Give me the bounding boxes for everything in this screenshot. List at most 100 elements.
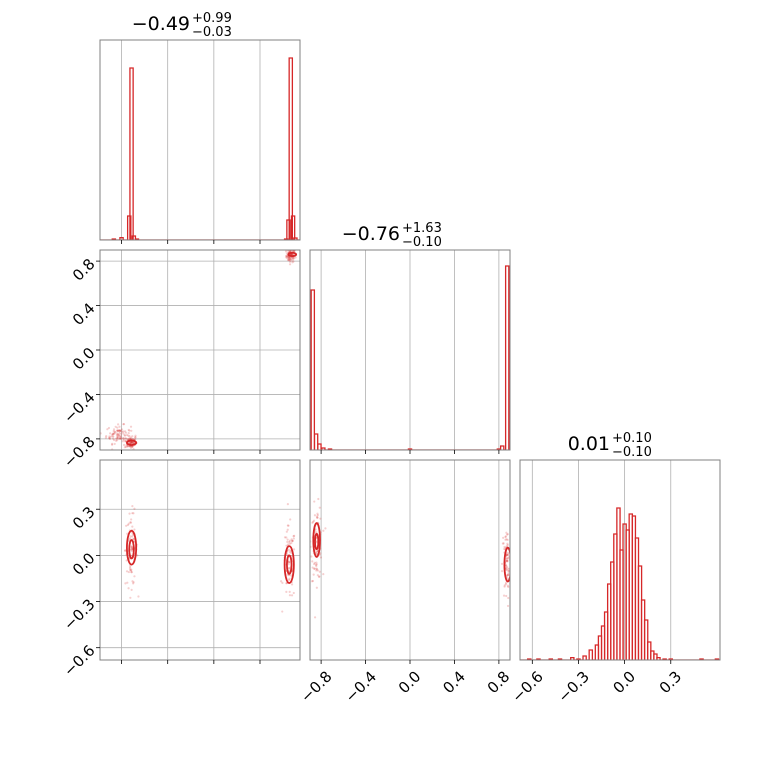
sample-point <box>129 437 132 440</box>
sample-point <box>131 525 134 528</box>
sample-point <box>111 435 114 438</box>
sample-point <box>289 258 292 261</box>
x-tick-label: 0.0 <box>395 668 425 698</box>
sample-point <box>287 256 290 259</box>
sample-point <box>112 429 115 433</box>
sample-point <box>120 428 124 431</box>
sample-point <box>129 436 133 439</box>
histogram-bin <box>583 656 586 660</box>
sample-point <box>125 570 129 573</box>
sample-point <box>289 259 292 262</box>
sample-point <box>503 547 506 551</box>
sample-point <box>132 437 135 441</box>
sample-point <box>116 426 119 429</box>
sample-point <box>315 531 318 534</box>
sample-point <box>504 581 508 584</box>
sample-point <box>288 257 291 260</box>
sample-point <box>315 569 318 572</box>
sample-point <box>288 549 291 552</box>
sample-point <box>506 542 509 545</box>
sample-point <box>287 543 290 546</box>
sample-point <box>116 437 119 440</box>
scatter-panel-param-1-vs-2: −0.8 −0.4 0.0 0.4 0.8 <box>60 249 301 471</box>
sample-point <box>505 559 508 563</box>
sample-point <box>506 565 509 569</box>
sample-point <box>106 428 109 431</box>
sample-point <box>288 560 291 564</box>
sample-point <box>116 433 119 436</box>
sample-point <box>315 552 318 555</box>
histogram-bin <box>623 524 626 660</box>
sample-point <box>287 561 291 564</box>
sample-point <box>504 583 508 586</box>
sample-point <box>131 440 134 444</box>
sample-point <box>506 532 509 536</box>
sample-point <box>506 543 509 547</box>
sample-point <box>130 568 133 571</box>
sample-point <box>131 442 135 445</box>
sample-point <box>124 431 128 434</box>
histogram-bin <box>651 651 654 660</box>
sample-point <box>127 434 130 437</box>
sample-point <box>511 555 513 557</box>
sample-point <box>288 590 291 593</box>
sample-point <box>505 557 508 561</box>
sample-point <box>288 594 292 597</box>
sample-point <box>506 604 510 608</box>
sample-point <box>288 542 292 545</box>
sample-point <box>117 423 120 426</box>
histogram-step-line <box>100 57 300 240</box>
sample-point <box>289 574 292 577</box>
sample-point <box>119 437 122 440</box>
sample-point <box>507 585 510 588</box>
sample-point <box>286 528 289 531</box>
sample-point <box>504 564 508 567</box>
sample-point <box>286 540 289 543</box>
sample-point <box>116 429 120 433</box>
sample-point <box>128 429 131 432</box>
sample-point <box>124 445 128 448</box>
sample-point <box>129 568 132 572</box>
histogram-panel-param-2: −0.76 +1.63−0.10 <box>309 221 511 454</box>
sample-point <box>502 542 505 545</box>
sample-point <box>124 439 127 443</box>
sample-point <box>291 261 294 264</box>
sample-point <box>130 549 134 553</box>
sample-point <box>124 440 127 443</box>
sample-point <box>313 514 317 517</box>
sample-point <box>122 438 125 441</box>
x-tick-label: −0.8 <box>297 668 335 706</box>
histogram-bin <box>506 266 509 450</box>
sample-point <box>108 435 111 438</box>
sample-point <box>117 429 120 432</box>
sample-point <box>129 441 132 444</box>
sample-point <box>123 434 126 437</box>
sample-point <box>123 446 127 449</box>
sample-point <box>130 546 133 549</box>
sample-point <box>505 556 508 560</box>
scatter-panel-param-2-vs-3: −0.8 −0.4 0.0 0.4 0.8 <box>297 459 513 706</box>
histogram-panel-param-3: −0.6 −0.3 0.0 0.3 0.01 +0.10−0.10 <box>508 431 721 706</box>
histogram-bin <box>589 650 592 660</box>
sample-point <box>293 534 296 537</box>
panel-title-lower-error: −0.03 <box>192 25 232 40</box>
panel-title-upper-error: +0.10 <box>612 431 652 446</box>
sample-point <box>292 537 295 540</box>
sample-point <box>288 263 292 266</box>
sample-point <box>132 512 135 515</box>
sample-point <box>129 442 132 445</box>
sample-point <box>290 253 293 256</box>
sample-point <box>315 563 318 566</box>
sample-point <box>119 435 123 438</box>
sample-point <box>127 570 130 574</box>
sample-point <box>124 437 127 440</box>
density-contour <box>287 251 298 258</box>
sample-point <box>322 529 325 532</box>
sample-point <box>122 422 126 426</box>
sample-point <box>127 522 130 525</box>
sample-point <box>287 566 290 570</box>
sample-point <box>287 524 290 527</box>
sample-point <box>112 433 115 436</box>
sample-point <box>311 560 314 563</box>
sample-point <box>318 575 321 578</box>
